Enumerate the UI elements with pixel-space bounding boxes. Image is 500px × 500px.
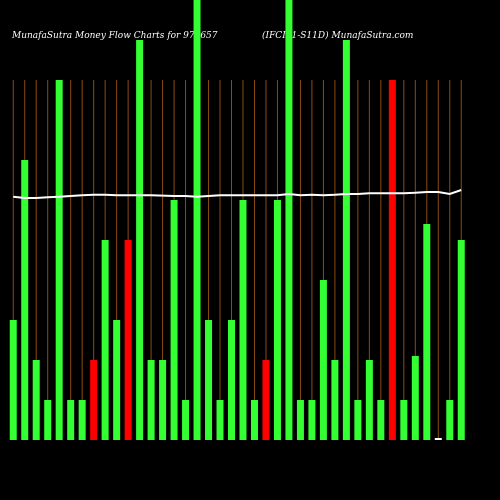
bar	[44, 400, 52, 440]
bar	[250, 400, 258, 440]
bar	[296, 400, 304, 440]
bar	[319, 280, 327, 440]
bar	[400, 400, 408, 440]
bar	[78, 400, 86, 440]
bar	[124, 240, 132, 440]
bar	[273, 200, 281, 440]
bar	[21, 160, 29, 440]
bar	[205, 320, 213, 440]
chart-title: MunafaSutra Money Flow Charts for 972657	[11, 31, 218, 41]
bar	[342, 40, 350, 440]
bar	[170, 200, 178, 440]
plot	[9, 0, 465, 440]
bar	[147, 360, 155, 440]
chart-subtitle: (IFCI01-S11D) MunafaSutra.com	[262, 30, 413, 41]
bar	[90, 360, 98, 440]
bar	[216, 400, 224, 440]
bar	[365, 360, 373, 440]
bar	[67, 400, 75, 440]
bar	[159, 360, 167, 440]
bar	[228, 320, 236, 440]
bar	[331, 360, 339, 440]
bar	[32, 360, 40, 440]
bar	[113, 320, 121, 440]
bar	[377, 400, 385, 440]
bar	[262, 360, 270, 440]
bar	[446, 400, 454, 440]
bar	[308, 400, 316, 440]
bar	[423, 224, 431, 440]
bar	[193, 0, 201, 440]
bar	[55, 80, 63, 440]
bar	[101, 240, 109, 440]
bar	[136, 40, 144, 440]
bar	[457, 240, 465, 440]
bar	[285, 0, 293, 440]
bar	[9, 320, 17, 440]
bar	[411, 356, 419, 440]
bar	[239, 200, 247, 440]
bar	[434, 438, 442, 440]
bar	[354, 400, 362, 440]
bar	[182, 400, 190, 440]
flow-line	[13, 189, 462, 199]
bar	[388, 80, 396, 440]
